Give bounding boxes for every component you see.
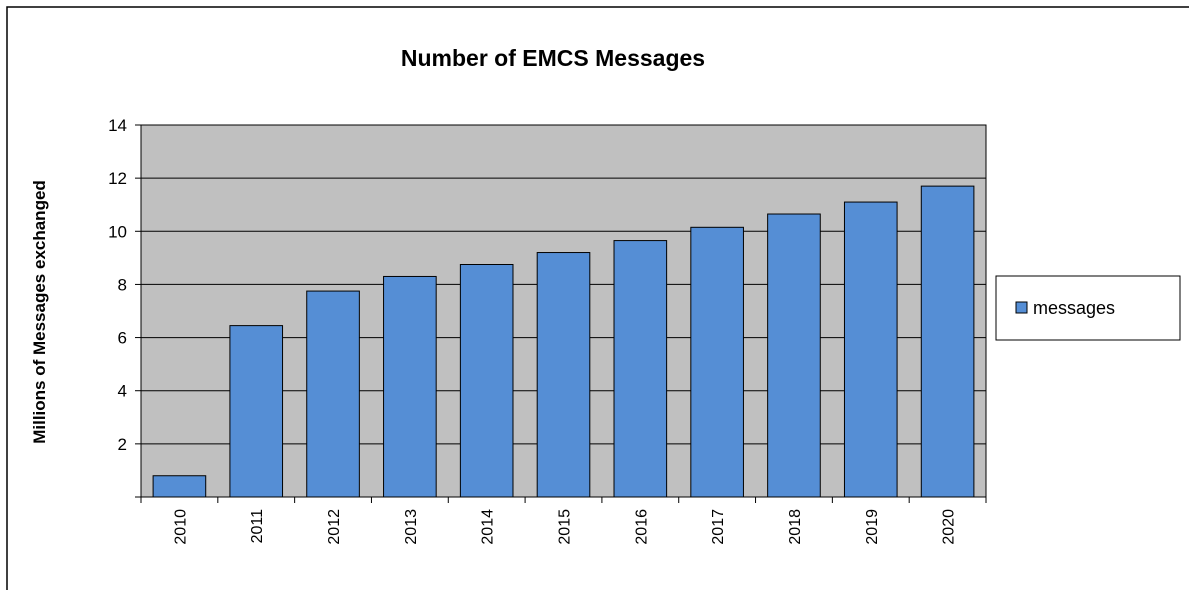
y-ticks: 2 4 6 8 10 12 14 <box>108 116 141 498</box>
bar <box>306 290 360 498</box>
y-tick-label: 8 <box>118 275 127 294</box>
x-ticks: 2010 2011 2012 2013 2014 2015 2016 2017 2018 2019… <box>140 497 987 545</box>
bar <box>843 201 898 498</box>
x-tick-label: 2010 <box>172 509 189 545</box>
x-tick-label: 2017 <box>710 509 727 545</box>
x-tick-label: 2011 <box>249 509 266 544</box>
x-tick-label: 2016 <box>633 509 650 545</box>
bar <box>536 252 591 498</box>
legend-box <box>995 275 1181 341</box>
bar <box>152 475 207 498</box>
x-tick-label: 2020 <box>941 509 958 545</box>
legend-swatch <box>1015 301 1028 314</box>
bar <box>229 325 284 498</box>
bar <box>690 226 744 498</box>
x-tick-label: 2018 <box>787 509 804 545</box>
bar <box>613 240 668 498</box>
bar <box>383 275 437 498</box>
x-tick-label: 2014 <box>480 509 497 545</box>
legend-label: messages <box>1033 298 1115 318</box>
y-tick-label: 2 <box>118 435 127 454</box>
chart-title: Number of EMCS Messages <box>401 45 705 71</box>
y-tick-label: 14 <box>108 116 127 135</box>
x-tick-label: 2019 <box>864 509 881 545</box>
bar <box>920 185 975 498</box>
y-tick-label: 12 <box>108 169 127 188</box>
bar <box>767 213 821 498</box>
y-tick-label: 6 <box>118 329 127 348</box>
y-tick-label: 4 <box>118 382 127 401</box>
legend: messages <box>995 275 1181 341</box>
x-tick-label: 2015 <box>557 509 574 545</box>
x-tick-label: 2013 <box>403 509 420 545</box>
chart-frame-border <box>6 6 1189 590</box>
x-tick-label: 2012 <box>326 509 343 545</box>
y-axis-label: Millions of Messages exchanged <box>30 180 49 444</box>
bar <box>459 264 514 498</box>
y-tick-label: 10 <box>108 222 127 241</box>
